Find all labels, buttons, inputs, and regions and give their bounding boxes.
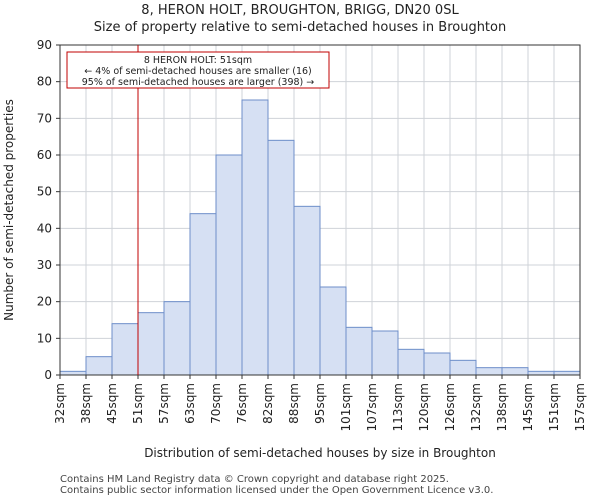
annotation-box <box>66 51 330 89</box>
marker-layer: 8 HERON HOLT: 51sqm← 4% of semi-detached… <box>66 45 330 375</box>
bar-126sqm <box>449 359 477 376</box>
x-tick-label-120sqm: 120sqm <box>417 383 431 431</box>
x-tick-label-132sqm: 132sqm <box>469 383 483 431</box>
bar-57sqm <box>163 301 191 376</box>
x-tick-label-101sqm: 101sqm <box>339 383 353 431</box>
bar-32sqm <box>59 370 87 376</box>
bar-82sqm <box>267 139 295 376</box>
bar-76sqm <box>241 99 269 376</box>
annotation-line-1: 8 HERON HOLT: 51sqm <box>144 55 252 66</box>
x-axis-label: Distribution of semi-detached houses by … <box>144 446 496 460</box>
bar-88sqm <box>293 205 321 376</box>
x-tick-label-95sqm: 95sqm <box>313 383 327 424</box>
bar-120sqm <box>423 352 451 376</box>
bar-101sqm <box>345 326 373 376</box>
x-tick-label-113sqm: 113sqm <box>391 383 405 431</box>
x-tick-label-157sqm: 157sqm <box>573 383 587 431</box>
bar-layer <box>59 99 581 376</box>
x-tick-label-88sqm: 88sqm <box>287 383 301 424</box>
x-tick-label-107sqm: 107sqm <box>365 383 379 431</box>
y-tick-label-80: 80 <box>37 75 52 89</box>
chart-title: 8, HERON HOLT, BROUGHTON, BRIGG, DN20 0S… <box>141 3 459 18</box>
bar-151sqm <box>553 370 581 376</box>
bar-95sqm <box>319 286 347 376</box>
x-tick-label-151sqm: 151sqm <box>547 383 561 431</box>
bar-113sqm <box>397 348 425 376</box>
bar-107sqm <box>371 330 399 376</box>
x-tick-label-82sqm: 82sqm <box>261 383 275 424</box>
axis-layer: 0 10 20 30 40 50 60 70 80 90 32sqm 38sqm 45sqm 51sqm 5… <box>37 38 587 431</box>
y-tick-label-70: 70 <box>37 111 52 125</box>
bar-132sqm <box>475 367 503 376</box>
bar-63sqm <box>189 213 217 376</box>
x-tick-label-51sqm: 51sqm <box>131 383 145 424</box>
y-tick-label-20: 20 <box>37 295 52 309</box>
y-tick-label-10: 10 <box>37 331 52 345</box>
footer-copyright: Contains HM Land Registry data © Crown c… <box>60 474 449 485</box>
x-tick-label-57sqm: 57sqm <box>157 383 171 424</box>
bar-138sqm <box>501 367 529 376</box>
x-tick-label-32sqm: 32sqm <box>53 383 67 424</box>
y-tick-label-40: 40 <box>37 221 52 235</box>
chart-subtitle: Size of property relative to semi-detach… <box>93 20 507 35</box>
annotation-line-2: ← 4% of semi-detached houses are smaller… <box>84 66 312 77</box>
y-axis-label: Number of semi-detached properties <box>2 99 16 321</box>
x-tick-label-138sqm: 138sqm <box>495 383 509 431</box>
bar-45sqm <box>111 323 139 376</box>
footer-licence: Contains public sector information licen… <box>60 485 494 496</box>
y-tick-label-0: 0 <box>44 368 52 382</box>
x-tick-label-63sqm: 63sqm <box>183 383 197 424</box>
x-tick-label-145sqm: 145sqm <box>521 383 535 431</box>
bar-145sqm <box>527 370 555 376</box>
x-tick-label-126sqm: 126sqm <box>443 383 457 431</box>
bar-70sqm <box>215 154 243 376</box>
x-tick-label-38sqm: 38sqm <box>79 383 93 424</box>
annotation-line-3: 95% of semi-detached houses are larger (… <box>82 77 315 88</box>
bar-51sqm <box>137 312 165 376</box>
x-tick-label-45sqm: 45sqm <box>105 383 119 424</box>
y-tick-label-90: 90 <box>37 38 52 52</box>
x-tick-label-76sqm: 76sqm <box>235 383 249 424</box>
y-tick-label-60: 60 <box>37 148 52 162</box>
y-tick-label-50: 50 <box>37 185 52 199</box>
bar-38sqm <box>85 356 113 376</box>
x-tick-label-70sqm: 70sqm <box>209 383 223 424</box>
y-tick-label-30: 30 <box>37 258 52 272</box>
